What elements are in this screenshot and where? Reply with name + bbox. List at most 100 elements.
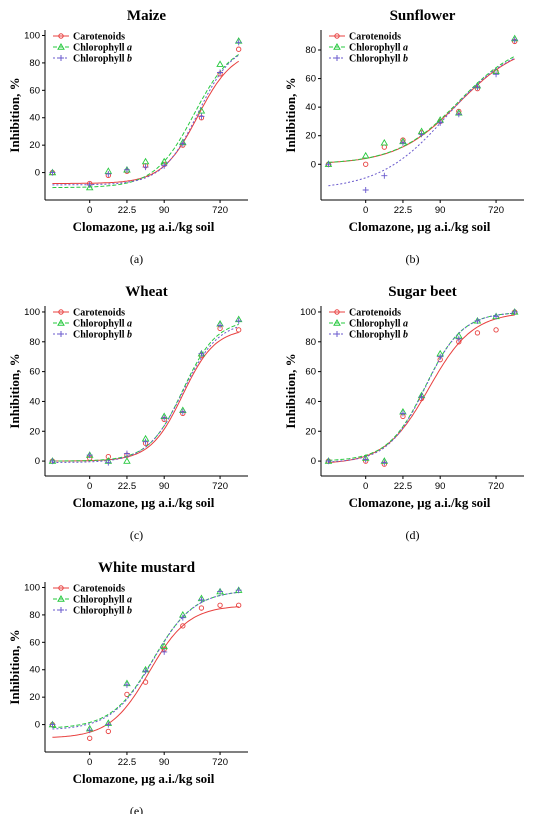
panel-caption: (a) (130, 252, 143, 266)
data-point-chlorophyll-b (105, 721, 112, 728)
legend-label: Chlorophyll a (73, 43, 132, 54)
data-point-chlorophyll-b (418, 131, 425, 138)
legend-marker-plus (334, 331, 340, 337)
data-point-carotenoids (217, 602, 223, 608)
legend-marker-circle (58, 309, 64, 315)
data-point-chlorophyll-a (85, 183, 94, 191)
legend-marker-triangle (57, 42, 65, 50)
data-point-carotenoids (493, 327, 499, 333)
data-point-carotenoids (87, 735, 93, 741)
fit-curve-carotenoids (52, 606, 239, 738)
y-tick-label: 20 (29, 426, 40, 437)
chart-panel-1: Maize 0 20 40 60 80 100 0 22.5 90 720 Clomazone, µg… (7, 8, 248, 266)
data-point-chlorophyll-b (362, 456, 369, 463)
data-point-carotenoids (198, 605, 205, 611)
data-point-chlorophyll-b (161, 414, 168, 421)
data-point-chlorophyll-b (399, 410, 406, 417)
data-point-chlorophyll-b (86, 181, 93, 188)
data-point-carotenoids (142, 679, 149, 685)
x-tick-label: 720 (212, 205, 228, 216)
legend-label: Carotenoids (73, 308, 125, 319)
x-tick-label: 22.5 (118, 757, 137, 768)
y-axis-label: Inhibition, % (7, 353, 22, 428)
legend-label: Chlorophyll b (73, 606, 132, 617)
data-point-carotenoids (381, 144, 387, 150)
chart-panel-4: Sugar beet 0 20 40 60 80 100 0 22.5 90 720 Clomazon… (283, 284, 524, 542)
data-point-chlorophyll-b (418, 393, 425, 400)
chart-panel-3: Wheat 0 20 40 60 80 100 0 22.5 90 720 Clomazone, µg… (7, 284, 248, 542)
data-point-chlorophyll-b (161, 162, 168, 169)
legend-label: Chlorophyll b (349, 54, 408, 65)
legend-label: Carotenoids (349, 308, 401, 319)
chart-panel-5: White mustard 0 20 40 60 80 100 0 22.5 90 720 Cloma… (7, 560, 248, 814)
data-point-chlorophyll-a (123, 457, 131, 464)
data-point-chlorophyll-b (123, 450, 130, 457)
legend-marker-circle (334, 33, 340, 39)
data-point-chlorophyll-b (179, 614, 186, 621)
data-point-chlorophyll-a (361, 151, 370, 159)
data-point-carotenoids (474, 330, 481, 336)
x-tick-label: 0 (363, 205, 368, 216)
y-tick-label: 100 (24, 582, 40, 593)
data-point-chlorophyll-b (105, 170, 112, 177)
y-tick-label: 80 (29, 610, 40, 621)
data-point-chlorophyll-b (325, 458, 332, 465)
data-point-chlorophyll-b (161, 648, 168, 655)
fit-curve-chlorophyll-a (52, 324, 239, 462)
legend-marker-plus (58, 331, 64, 337)
data-point-chlorophyll-b (217, 322, 224, 329)
x-tick-label: 0 (363, 481, 368, 492)
legend-label: Chlorophyll b (73, 330, 132, 341)
data-point-chlorophyll-b (123, 166, 130, 173)
y-axis-label: Inhibition, % (283, 77, 298, 152)
data-point-chlorophyll-b (217, 588, 224, 595)
y-axis-label: Inhibition, % (7, 77, 22, 152)
chart-title: Sugar beet (388, 284, 456, 300)
y-tick-label: 0 (35, 456, 40, 467)
x-tick-label: 720 (212, 481, 228, 492)
legend-label: Carotenoids (73, 584, 125, 595)
legend-marker-triangle (333, 42, 341, 50)
legend-label: Chlorophyll a (73, 595, 132, 606)
legend-label: Chlorophyll a (73, 319, 132, 330)
x-tick-label: 90 (435, 481, 446, 492)
x-tick-label: 22.5 (394, 481, 413, 492)
x-axis-label: Clomazone, µg a.i./kg soil (349, 219, 491, 234)
y-tick-label: 80 (305, 337, 316, 348)
legend-marker-plus (58, 607, 64, 613)
panel-caption: (e) (130, 804, 143, 814)
legend-marker-triangle (333, 318, 341, 326)
y-tick-label: 20 (305, 131, 316, 142)
y-tick-label: 0 (311, 456, 316, 467)
data-point-chlorophyll-b (493, 313, 500, 320)
data-point-chlorophyll-b (455, 335, 462, 342)
legend-marker-plus (58, 55, 64, 61)
legend-marker-circle (58, 33, 64, 39)
data-point-chlorophyll-b (511, 308, 518, 315)
data-point-chlorophyll-b (217, 69, 224, 76)
fit-curve-chlorophyll-b (52, 326, 239, 463)
y-tick-label: 0 (35, 168, 40, 179)
y-tick-label: 20 (305, 426, 316, 437)
data-point-chlorophyll-a (160, 642, 168, 650)
legend-label: Carotenoids (349, 32, 401, 43)
panel-caption: (b) (406, 252, 420, 266)
data-point-chlorophyll-b (474, 84, 481, 91)
legend-marker-triangle (57, 594, 65, 602)
x-tick-label: 720 (212, 757, 228, 768)
data-point-chlorophyll-a (216, 60, 224, 67)
x-tick-label: 22.5 (118, 481, 137, 492)
legend-label: Chlorophyll b (349, 330, 408, 341)
data-point-chlorophyll-b (86, 727, 93, 734)
data-point-chlorophyll-b (399, 139, 406, 146)
y-tick-label: 100 (300, 307, 316, 318)
data-point-chlorophyll-b (474, 317, 481, 324)
y-tick-label: 0 (35, 720, 40, 731)
fit-curve-chlorophyll-b (328, 57, 515, 187)
chart-title: Maize (127, 8, 166, 24)
x-tick-label: 0 (87, 757, 92, 768)
data-point-chlorophyll-b (235, 317, 242, 324)
